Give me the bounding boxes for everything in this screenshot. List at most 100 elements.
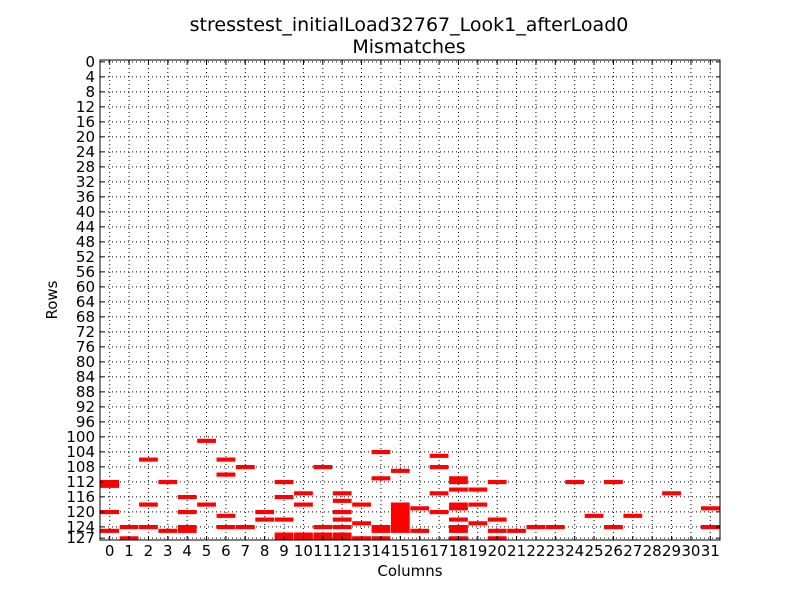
- mismatch-cell: [332, 532, 352, 537]
- mismatch-cell: [332, 510, 352, 515]
- mismatch-cell: [468, 502, 488, 507]
- mismatch-cell: [390, 502, 410, 507]
- mismatch-cell: [371, 525, 391, 530]
- mismatch-cell: [332, 525, 352, 530]
- mismatch-cell: [390, 528, 410, 533]
- mismatch-cell: [410, 506, 430, 511]
- mismatch-cell: [177, 510, 197, 515]
- y-tick-label: 36: [76, 188, 95, 206]
- x-tick-label: 29: [662, 542, 681, 560]
- x-tick-label: 15: [391, 542, 410, 560]
- mismatch-cell: [235, 465, 255, 470]
- mismatch-cell: [294, 491, 313, 496]
- mismatch-cell: [429, 510, 449, 515]
- mismatch-cell: [255, 517, 275, 522]
- mismatch-cell: [390, 468, 410, 473]
- mismatch-cell: [274, 480, 294, 485]
- mismatch-cell: [197, 438, 216, 443]
- mismatch-cell: [449, 476, 468, 481]
- x-tick-label: 10: [294, 542, 313, 560]
- mismatch-cell: [294, 502, 313, 507]
- mismatch-cell: [390, 513, 410, 518]
- x-tick-label: 13: [352, 542, 371, 560]
- mismatch-cell: [429, 465, 449, 470]
- mismatch-cell: [565, 480, 585, 485]
- y-tick-label: 48: [76, 233, 95, 251]
- mismatch-cell: [332, 498, 352, 503]
- y-tick-label: 4: [85, 68, 95, 86]
- mismatch-cell: [352, 521, 371, 526]
- x-tick-label: 9: [279, 542, 289, 560]
- axis-ticks: [100, 60, 720, 540]
- y-tick-label: 40: [76, 203, 95, 221]
- grid-lines: [100, 60, 720, 540]
- mismatch-cell: [177, 525, 197, 530]
- mismatch-cell: [274, 532, 294, 537]
- mismatch-cell: [139, 525, 158, 530]
- x-tick-label: 28: [643, 542, 662, 560]
- x-tick-label: 27: [623, 542, 642, 560]
- mismatch-cell: [604, 480, 623, 485]
- x-tick-label: 0: [105, 542, 115, 560]
- x-tick-label: 26: [604, 542, 623, 560]
- x-tick-label: 25: [585, 542, 604, 560]
- mismatch-cell: [177, 495, 197, 500]
- mismatch-cell: [449, 487, 468, 492]
- mismatch-cell: [235, 525, 255, 530]
- x-tick-label: 24: [565, 542, 584, 560]
- x-tick-label: 30: [681, 542, 700, 560]
- y-tick-label: 0: [85, 53, 95, 71]
- mismatch-cell: [158, 528, 178, 533]
- mismatch-cell: [449, 506, 468, 511]
- mismatch-cell: [507, 528, 526, 533]
- mismatch-cell: [371, 450, 391, 455]
- y-tick-label: 120: [66, 503, 95, 521]
- mismatch-cell: [449, 525, 468, 530]
- y-tick-label: 100: [66, 428, 95, 446]
- y-tick-label: 52: [76, 248, 95, 266]
- mismatch-cell: [332, 517, 352, 522]
- x-tick-label: 4: [182, 542, 192, 560]
- mismatch-cell: [623, 513, 643, 518]
- y-tick-label: 72: [76, 323, 95, 341]
- y-tick-label: 32: [76, 173, 95, 191]
- mismatch-cell: [390, 521, 410, 526]
- mismatch-cell: [468, 521, 488, 526]
- mismatch-cell: [526, 525, 546, 530]
- mismatch-cell: [216, 525, 236, 530]
- x-tick-label: 11: [313, 542, 332, 560]
- x-tick-label: 6: [221, 542, 231, 560]
- mismatch-cell: [700, 506, 720, 511]
- mismatch-cell: [197, 502, 216, 507]
- mismatch-cell: [100, 510, 120, 515]
- mismatch-cell: [390, 510, 410, 515]
- y-tick-label: 56: [76, 263, 95, 281]
- mismatch-cell: [274, 495, 294, 500]
- y-tick-label: 16: [76, 113, 95, 131]
- mismatch-cell: [429, 491, 449, 496]
- mismatch-cell: [313, 465, 333, 470]
- mismatch-cell: [352, 502, 371, 507]
- y-tick-label: 112: [66, 473, 95, 491]
- mismatch-cell: [100, 528, 120, 533]
- y-tick-label: 80: [76, 353, 95, 371]
- y-tick-label: 24: [76, 143, 95, 161]
- y-axis-label: Rows: [43, 280, 61, 319]
- mismatch-cell: [449, 480, 468, 485]
- y-tick-label: 64: [76, 293, 95, 311]
- y-tick-label: 76: [76, 338, 95, 356]
- mismatch-cell: [177, 528, 197, 533]
- mismatch-cell: [274, 517, 294, 522]
- x-axis-label: Columns: [377, 562, 442, 580]
- x-tick-label: 12: [333, 542, 352, 560]
- plot-frame: [99, 59, 721, 541]
- mismatch-cell: [100, 480, 120, 485]
- y-tick-label: 68: [76, 308, 95, 326]
- mismatch-cell: [449, 528, 468, 533]
- y-tick-label: 116: [66, 488, 95, 506]
- chart-subtitle: Mismatches: [352, 36, 465, 58]
- y-tick-label: 8: [85, 83, 95, 101]
- y-tick-label: 20: [76, 128, 95, 146]
- y-tick-label: 84: [76, 368, 95, 386]
- mismatch-cell: [449, 502, 468, 507]
